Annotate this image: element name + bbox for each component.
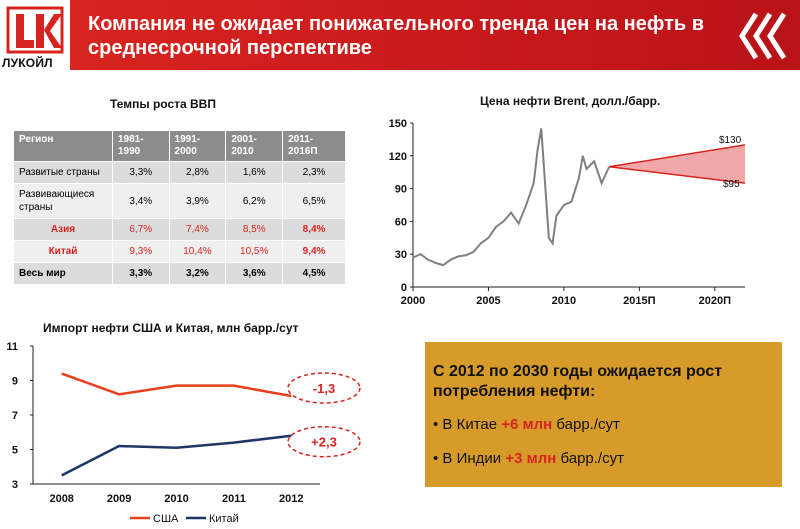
forecast-low-label: $95 xyxy=(723,179,740,190)
callout-bullet-china: • В Китае +6 млн барр./сут xyxy=(433,416,620,433)
value-cell: 3,3% xyxy=(112,262,170,285)
bullet-prefix: • В Китае xyxy=(433,416,502,433)
table-row: Китай 9,3% 10,4% 10,5% 9,4% xyxy=(13,240,346,263)
y-tick-label: 9 xyxy=(12,376,18,388)
table-row: Азия 6,7% 7,4% 8,5% 8,4% xyxy=(13,218,346,241)
callout-bullet-india: • В Индии +3 млн барр./сут xyxy=(433,450,624,467)
value-cell: 9,3% xyxy=(112,240,170,263)
x-tick-label: 2010 xyxy=(552,295,576,307)
y-tick-label: 5 xyxy=(12,445,18,457)
bullet-prefix: • В Индии xyxy=(433,450,506,467)
value-cell: 2,8% xyxy=(168,161,227,184)
x-tick-label: 2009 xyxy=(107,493,131,505)
col-header: 1991-2000 xyxy=(168,130,227,162)
brent-price-chart: 0 30 60 90 120 150 2000 2005 2010 2015П 2020П $13… xyxy=(389,118,746,307)
x-tick-label: 2005 xyxy=(476,295,500,307)
imports-chart-title: Импорт нефти США и Китая, млн барр./сут xyxy=(43,321,299,335)
x-tick-label: 2020П xyxy=(699,295,731,307)
value-cell: 8,5% xyxy=(225,218,284,241)
change-annotation-label: -1,3 xyxy=(313,381,335,396)
brent-chart-title: Цена нефти Brent, долл./барр. xyxy=(480,94,661,108)
region-cell: Весь мир xyxy=(13,262,113,285)
y-tick-label: 0 xyxy=(401,282,407,294)
change-annotation-label: +2,3 xyxy=(311,435,337,450)
forecast-fan xyxy=(609,144,745,184)
y-tick-label: 60 xyxy=(395,216,407,228)
y-tick-label: 11 xyxy=(6,341,18,353)
x-tick-label: 2012 xyxy=(279,493,303,505)
value-cell: 10,5% xyxy=(225,240,284,263)
col-header: 2011-2016П xyxy=(282,130,346,162)
table-row: Развитые страны 3,3% 2,8% 1,6% 2,3% xyxy=(13,161,346,184)
value-cell: 4,5% xyxy=(282,262,346,285)
callout-title: С 2012 по 2030 годы ожидается рост потре… xyxy=(433,363,723,400)
region-cell: Развитые страны xyxy=(13,161,113,184)
y-tick-label: 30 xyxy=(395,249,407,261)
region-cell: Развивающиеся страны xyxy=(13,183,113,219)
imports-chart: 3 5 7 9 11 2008 2009 2010 2011 2012 -1,3 +2,3 США… xyxy=(6,341,361,525)
lukoil-emblem xyxy=(6,6,64,54)
col-header: Регион xyxy=(13,130,113,162)
x-tick-label: 2011 xyxy=(222,493,246,505)
value-cell: 8,4% xyxy=(282,218,346,241)
y-tick-label: 90 xyxy=(395,184,407,196)
bullet-suffix: барр./сут xyxy=(552,416,620,433)
header-banner: Компания не ожидает понижательного тренд… xyxy=(70,0,800,70)
legend-label: США xyxy=(153,513,179,525)
value-cell: 3,3% xyxy=(112,161,170,184)
value-cell: 6,2% xyxy=(225,183,284,219)
table-row: Весь мир 3,3% 3,2% 3,6% 4,5% xyxy=(13,262,346,285)
value-cell: 3,2% xyxy=(168,262,227,285)
bullet-highlight: +3 млн xyxy=(505,450,557,467)
value-cell: 7,4% xyxy=(168,218,227,241)
bullet-suffix: барр./сут xyxy=(556,450,624,467)
region-cell: Китай xyxy=(13,240,113,263)
col-header: 2001-2010 xyxy=(225,130,284,162)
legend-label: Китай xyxy=(209,513,239,525)
value-cell: 3,4% xyxy=(112,183,170,219)
value-cell: 9,4% xyxy=(282,240,346,263)
value-cell: 1,6% xyxy=(225,161,284,184)
forecast-high-line xyxy=(609,144,746,168)
value-cell: 6,7% xyxy=(112,218,170,241)
bullet-highlight: +6 млн xyxy=(501,416,553,433)
value-cell: 6,5% xyxy=(282,183,346,219)
col-header: 1981-1990 xyxy=(112,130,170,162)
value-cell: 3,6% xyxy=(225,262,284,285)
forecast-low-line xyxy=(609,165,746,184)
page-title: Компания не ожидает понижательного тренд… xyxy=(88,13,705,59)
x-tick-label: 2015П xyxy=(623,295,655,307)
gdp-table: Регион 1981-1990 1991-2000 2001-2010 201… xyxy=(13,130,346,285)
chevrons-icon xyxy=(739,12,787,60)
change-annotation-ellipse xyxy=(287,425,361,458)
series-line-usa xyxy=(61,372,292,398)
value-cell: 3,9% xyxy=(168,183,227,219)
region-cell: Азия xyxy=(13,218,113,241)
series-line-china xyxy=(61,434,292,477)
value-cell: 10,4% xyxy=(168,240,227,263)
gdp-table-title: Темпы роста ВВП xyxy=(110,97,216,111)
forecast-high-label: $130 xyxy=(719,135,742,146)
y-tick-label: 3 xyxy=(12,479,18,491)
consumption-callout: С 2012 по 2030 годы ожидается рост потре… xyxy=(425,342,782,487)
x-tick-label: 2010 xyxy=(164,493,188,505)
table-row: Развивающиеся страны 3,4% 3,9% 6,2% 6,5% xyxy=(13,183,346,219)
brent-price-line xyxy=(412,128,611,267)
x-tick-label: 2008 xyxy=(49,493,73,505)
x-tick-label: 2000 xyxy=(401,295,425,307)
gdp-header-row: Регион 1981-1990 1991-2000 2001-2010 201… xyxy=(13,130,346,162)
y-tick-label: 150 xyxy=(389,118,407,130)
logo-text: ЛУКОЙЛ xyxy=(2,56,53,70)
y-tick-label: 7 xyxy=(12,410,18,422)
value-cell: 2,3% xyxy=(282,161,346,184)
y-tick-label: 120 xyxy=(389,151,407,163)
